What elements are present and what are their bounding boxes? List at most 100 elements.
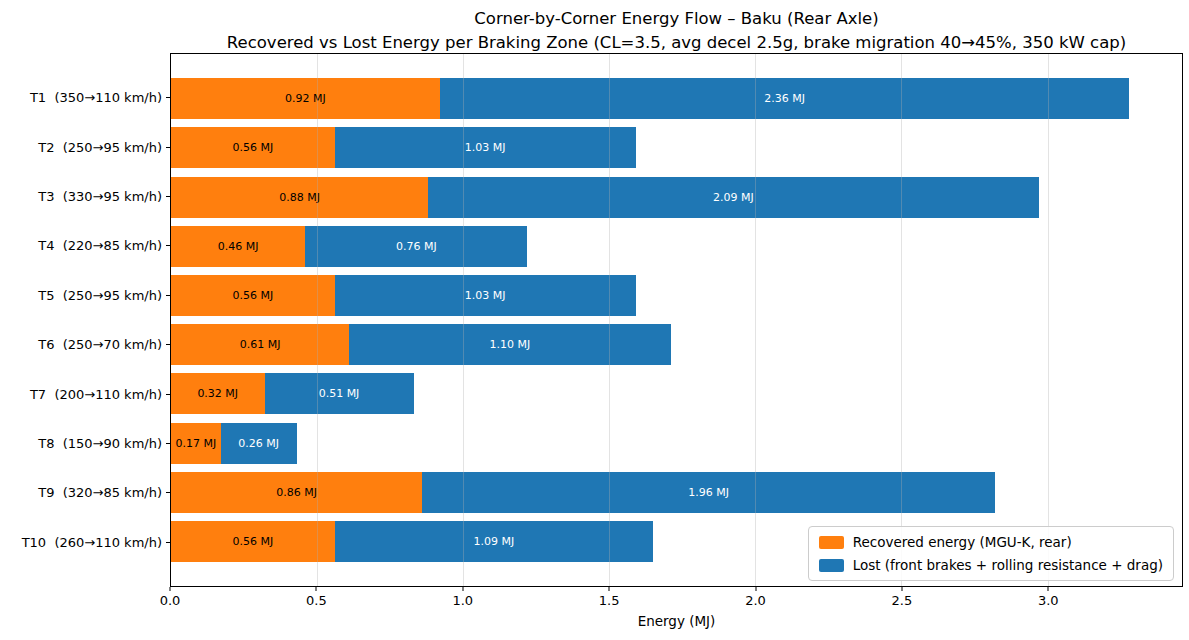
gridline — [1048, 54, 1049, 586]
bar-value-label: 1.03 MJ — [465, 141, 506, 154]
bar-value-label: 1.96 MJ — [688, 486, 729, 499]
bar-segment-recovered: 0.46 MJ — [171, 226, 305, 267]
chart-title-block: Corner-by-Corner Energy Flow – Baku (Rea… — [170, 7, 1183, 55]
x-tick-label: 1.5 — [599, 593, 620, 608]
bar-segment-recovered: 0.92 MJ — [171, 78, 440, 119]
x-tick-mark — [170, 587, 171, 591]
y-tick-label: T2 (250→95 km/h) — [38, 140, 162, 155]
figure: Corner-by-Corner Energy Flow – Baku (Rea… — [0, 0, 1189, 640]
bar-row: 0.32 MJ 0.51 MJ — [171, 369, 1182, 418]
bar-value-label: 0.51 MJ — [319, 387, 360, 400]
bar-segment-recovered: 0.56 MJ — [171, 521, 335, 562]
bar-value-label: 0.56 MJ — [232, 289, 273, 302]
bar-segment-recovered: 0.86 MJ — [171, 472, 422, 513]
legend: Recovered energy (MGU-K, rear) Lost (fro… — [808, 526, 1174, 581]
bar-value-label: 1.10 MJ — [490, 338, 531, 351]
y-tick-label: T6 (250→70 km/h) — [38, 337, 162, 352]
bar-segment-recovered: 0.17 MJ — [171, 423, 221, 464]
bar-row: 0.46 MJ 0.76 MJ — [171, 222, 1182, 271]
bar-segment-recovered: 0.61 MJ — [171, 324, 349, 365]
y-tick-label: T3 (330→95 km/h) — [38, 189, 162, 204]
y-tick-label: T10 (260→110 km/h) — [22, 535, 162, 550]
bar-segment-lost: 1.96 MJ — [422, 472, 995, 513]
legend-entry-recovered: Recovered energy (MGU-K, rear) — [819, 534, 1163, 550]
bar-value-label: 0.46 MJ — [218, 240, 259, 253]
bar-segment-lost: 0.51 MJ — [265, 373, 414, 414]
chart-title: Corner-by-Corner Energy Flow – Baku (Rea… — [170, 7, 1183, 31]
bar-value-label: 0.32 MJ — [197, 387, 238, 400]
y-tick-row: T1 (350→110 km/h) — [0, 73, 170, 122]
x-tick-label: 2.5 — [892, 593, 913, 608]
y-tick-row: T3 (330→95 km/h) — [0, 172, 170, 221]
bar-row: 0.86 MJ 1.96 MJ — [171, 468, 1182, 517]
x-tick-label: 1.0 — [452, 593, 473, 608]
bar-row: 0.56 MJ 1.03 MJ — [171, 271, 1182, 320]
bar-segment-recovered: 0.32 MJ — [171, 373, 265, 414]
y-tick-row: T5 (250→95 km/h) — [0, 271, 170, 320]
y-tick-row: T7 (200→110 km/h) — [0, 369, 170, 418]
bar-value-label: 0.17 MJ — [175, 437, 216, 450]
y-tick-label: T4 (220→85 km/h) — [38, 238, 162, 253]
bar-value-label: 0.88 MJ — [279, 191, 320, 204]
y-tick-row: T10 (260→110 km/h) — [0, 518, 170, 567]
y-axis-labels: T1 (350→110 km/h) T2 (250→95 km/h) T3 (330… — [0, 53, 170, 587]
bar-row: 0.56 MJ 1.03 MJ — [171, 123, 1182, 172]
bar-value-label: 1.09 MJ — [474, 535, 515, 548]
bar-value-label: 0.76 MJ — [396, 240, 437, 253]
chart-subtitle: Recovered vs Lost Energy per Braking Zon… — [170, 31, 1183, 55]
bar-value-label: 0.61 MJ — [240, 338, 281, 351]
x-axis: 0.00.51.01.52.02.53.0 — [170, 587, 1183, 611]
x-tick-label: 0.5 — [306, 593, 327, 608]
x-tick-label: 3.0 — [1038, 593, 1059, 608]
x-tick-mark — [609, 587, 610, 591]
bar-row: 0.92 MJ 2.36 MJ — [171, 74, 1182, 123]
bar-segment-lost: 2.09 MJ — [428, 177, 1039, 218]
x-tick-label: 2.0 — [745, 593, 766, 608]
bar-segment-recovered: 0.56 MJ — [171, 275, 335, 316]
x-axis-title: Energy (MJ) — [170, 613, 1183, 629]
x-tick-label: 0.0 — [160, 593, 181, 608]
legend-entry-lost: Lost (front brakes + rolling resistance … — [819, 557, 1163, 573]
bar-value-label: 1.03 MJ — [465, 289, 506, 302]
bar-segment-recovered: 0.56 MJ — [171, 127, 335, 168]
legend-swatch-lost-icon — [819, 559, 844, 572]
y-tick-label: T7 (200→110 km/h) — [30, 387, 162, 402]
gridline — [755, 54, 756, 586]
x-tick-mark — [1048, 587, 1049, 591]
x-tick-mark — [316, 587, 317, 591]
y-tick-label: T1 (350→110 km/h) — [30, 90, 162, 105]
bar-value-label: 0.56 MJ — [232, 141, 273, 154]
bar-segment-lost: 0.26 MJ — [221, 423, 297, 464]
gridline — [463, 54, 464, 586]
y-tick-label: T8 (150→90 km/h) — [38, 436, 162, 451]
bar-value-label: 0.86 MJ — [276, 486, 317, 499]
bar-segment-lost: 1.10 MJ — [349, 324, 670, 365]
bar-segment-lost: 0.76 MJ — [305, 226, 527, 267]
legend-swatch-recovered-icon — [819, 536, 844, 549]
x-tick-mark — [755, 587, 756, 591]
y-tick-row: T8 (150→90 km/h) — [0, 419, 170, 468]
gridline — [901, 54, 902, 586]
y-tick-label: T5 (250→95 km/h) — [38, 288, 162, 303]
y-tick-row: T9 (320→85 km/h) — [0, 468, 170, 517]
bar-segment-lost: 2.36 MJ — [440, 78, 1130, 119]
bar-rows: 0.92 MJ 2.36 MJ 0.56 MJ 1.03 MJ 0.88 MJ 2.09 … — [171, 54, 1182, 586]
bar-value-label: 2.09 MJ — [713, 191, 754, 204]
bar-row: 0.17 MJ 0.26 MJ — [171, 418, 1182, 467]
y-tick-row: T4 (220→85 km/h) — [0, 221, 170, 270]
x-tick-mark — [901, 587, 902, 591]
y-tick-row: T6 (250→70 km/h) — [0, 320, 170, 369]
x-tick-mark — [462, 587, 463, 591]
bar-segment-lost: 1.03 MJ — [335, 127, 636, 168]
bar-row: 0.88 MJ 2.09 MJ — [171, 172, 1182, 221]
bar-segment-lost: 1.09 MJ — [335, 521, 653, 562]
y-tick-row: T2 (250→95 km/h) — [0, 122, 170, 171]
bar-value-label: 0.92 MJ — [285, 92, 326, 105]
bar-value-label: 0.26 MJ — [238, 437, 279, 450]
bar-segment-lost: 1.03 MJ — [335, 275, 636, 316]
plot-area: 0.92 MJ 2.36 MJ 0.56 MJ 1.03 MJ 0.88 MJ 2.09 … — [170, 53, 1183, 587]
bar-segment-recovered: 0.88 MJ — [171, 177, 428, 218]
y-tick-label: T9 (320→85 km/h) — [38, 485, 162, 500]
bar-row: 0.61 MJ 1.10 MJ — [171, 320, 1182, 369]
legend-label-recovered: Recovered energy (MGU-K, rear) — [853, 534, 1072, 550]
